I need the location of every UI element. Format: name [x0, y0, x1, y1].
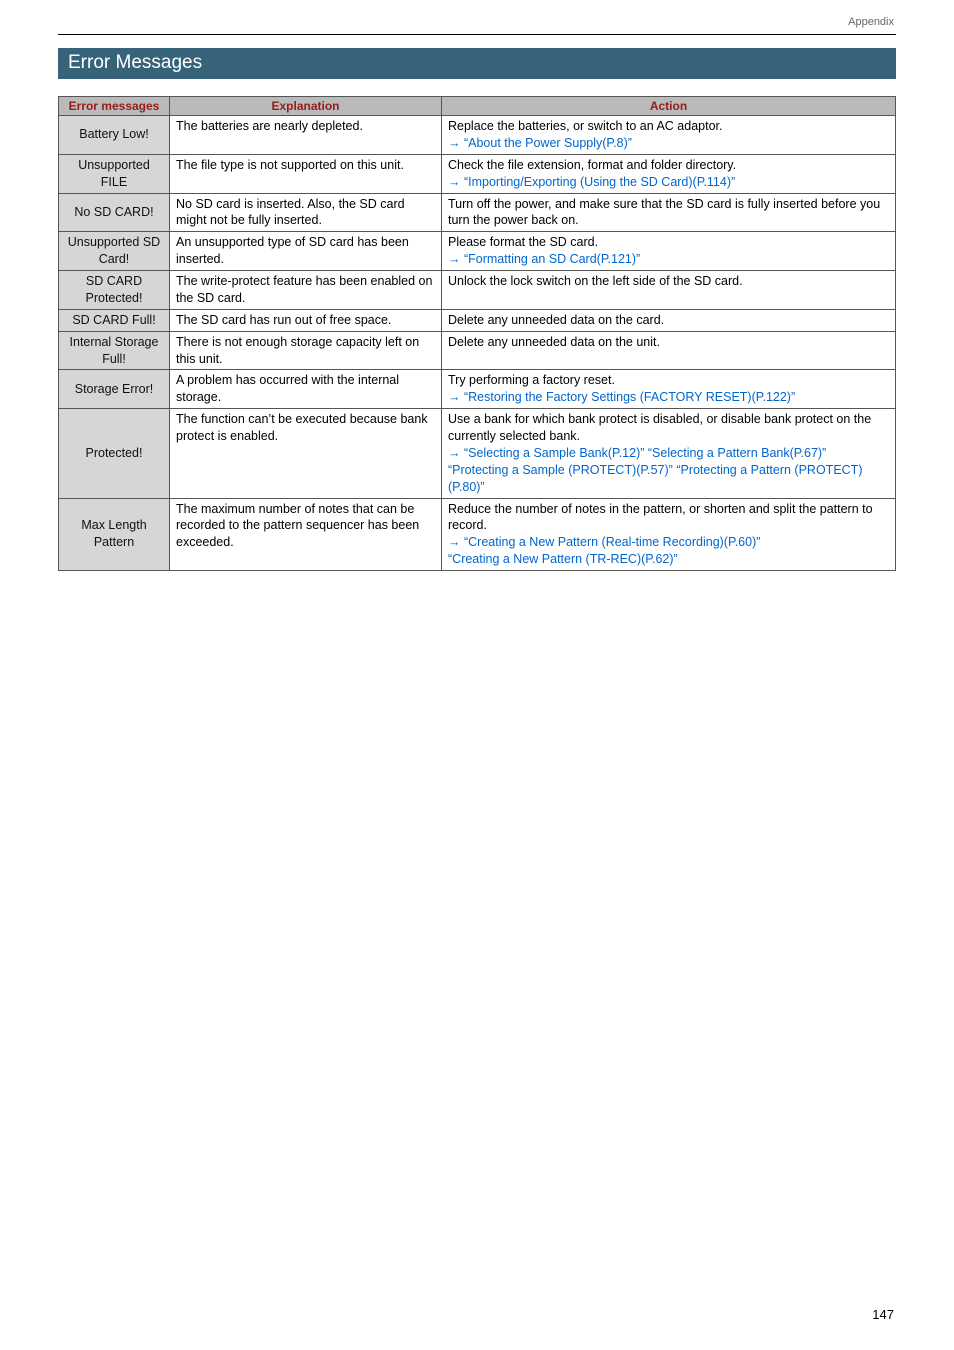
table-header-row: Error messages Explanation Action: [59, 97, 896, 116]
action-cell: Turn off the power, and make sure that t…: [442, 193, 896, 232]
action-link[interactable]: “Protecting a Sample (PROTECT)(P.57)”: [448, 463, 673, 477]
action-link[interactable]: “Creating a New Pattern (Real-time Recor…: [464, 535, 760, 549]
header-rule: [58, 34, 896, 35]
col-header-error: Error messages: [59, 97, 170, 116]
col-header-action: Action: [442, 97, 896, 116]
explanation-cell: The function can’t be executed because b…: [170, 409, 442, 498]
error-label: SD CARD Full!: [59, 309, 170, 331]
table-row: Unsupported FILE The file type is not su…: [59, 154, 896, 193]
page-number: 147: [872, 1307, 894, 1322]
section-title: Error Messages: [58, 48, 896, 79]
error-label: Internal Storage Full!: [59, 331, 170, 370]
action-link[interactable]: “Formatting an SD Card(P.121)”: [464, 252, 640, 266]
action-text: Try performing a factory reset.: [448, 373, 615, 387]
action-link[interactable]: “Selecting a Sample Bank(P.12)”: [464, 446, 644, 460]
table-row: No SD CARD! No SD card is inserted. Also…: [59, 193, 896, 232]
action-cell: Delete any unneeded data on the card.: [442, 309, 896, 331]
action-cell: Unlock the lock switch on the left side …: [442, 271, 896, 310]
explanation-cell: A problem has occurred with the internal…: [170, 370, 442, 409]
arrow-icon: →: [448, 136, 464, 150]
action-link[interactable]: “Importing/Exporting (Using the SD Card)…: [464, 175, 735, 189]
table-row: Storage Error! A problem has occurred wi…: [59, 370, 896, 409]
error-label: SD CARD Protected!: [59, 271, 170, 310]
explanation-cell: There is not enough storage capacity lef…: [170, 331, 442, 370]
action-link[interactable]: “About the Power Supply(P.8)”: [464, 136, 632, 150]
error-label: Max Length Pattern: [59, 498, 170, 571]
explanation-cell: An unsupported type of SD card has been …: [170, 232, 442, 271]
error-label: Protected!: [59, 409, 170, 498]
explanation-cell: The write-protect feature has been enabl…: [170, 271, 442, 310]
table-row: SD CARD Full! The SD card has run out of…: [59, 309, 896, 331]
explanation-cell: The maximum number of notes that can be …: [170, 498, 442, 571]
arrow-icon: →: [448, 252, 464, 266]
error-label: Unsupported SD Card!: [59, 232, 170, 271]
action-link[interactable]: “Selecting a Pattern Bank(P.67)”: [644, 446, 826, 460]
arrow-icon: →: [448, 535, 464, 549]
col-header-explanation: Explanation: [170, 97, 442, 116]
action-link[interactable]: “Creating a New Pattern (TR-REC)(P.62)”: [448, 552, 678, 566]
table-row: Unsupported SD Card! An unsupported type…: [59, 232, 896, 271]
action-cell: Reduce the number of notes in the patter…: [442, 498, 896, 571]
action-cell: Delete any unneeded data on the unit.: [442, 331, 896, 370]
action-cell: Check the file extension, format and fol…: [442, 154, 896, 193]
action-cell: Use a bank for which bank protect is dis…: [442, 409, 896, 498]
error-label: Unsupported FILE: [59, 154, 170, 193]
error-label: No SD CARD!: [59, 193, 170, 232]
table-row: Max Length Pattern The maximum number of…: [59, 498, 896, 571]
action-text: Replace the batteries, or switch to an A…: [448, 119, 722, 133]
error-messages-table: Error messages Explanation Action Batter…: [58, 96, 896, 571]
arrow-icon: →: [448, 446, 464, 460]
explanation-cell: The file type is not supported on this u…: [170, 154, 442, 193]
action-cell: Please format the SD card. → “Formatting…: [442, 232, 896, 271]
error-label: Battery Low!: [59, 116, 170, 155]
action-text: Use a bank for which bank protect is dis…: [448, 412, 871, 443]
action-link[interactable]: “Restoring the Factory Settings (FACTORY…: [464, 390, 795, 404]
table-row: Internal Storage Full! There is not enou…: [59, 331, 896, 370]
explanation-cell: The batteries are nearly depleted.: [170, 116, 442, 155]
table-row: Battery Low! The batteries are nearly de…: [59, 116, 896, 155]
action-text: Please format the SD card.: [448, 235, 598, 249]
explanation-cell: The SD card has run out of free space.: [170, 309, 442, 331]
explanation-cell: No SD card is inserted. Also, the SD car…: [170, 193, 442, 232]
header-section-label: Appendix: [848, 16, 894, 28]
action-text: Reduce the number of notes in the patter…: [448, 502, 873, 533]
arrow-icon: →: [448, 390, 464, 404]
action-cell: Try performing a factory reset. → “Resto…: [442, 370, 896, 409]
arrow-icon: →: [448, 175, 464, 189]
error-label: Storage Error!: [59, 370, 170, 409]
action-cell: Replace the batteries, or switch to an A…: [442, 116, 896, 155]
action-text: Check the file extension, format and fol…: [448, 158, 736, 172]
table-row: SD CARD Protected! The write-protect fea…: [59, 271, 896, 310]
table-row: Protected! The function can’t be execute…: [59, 409, 896, 498]
